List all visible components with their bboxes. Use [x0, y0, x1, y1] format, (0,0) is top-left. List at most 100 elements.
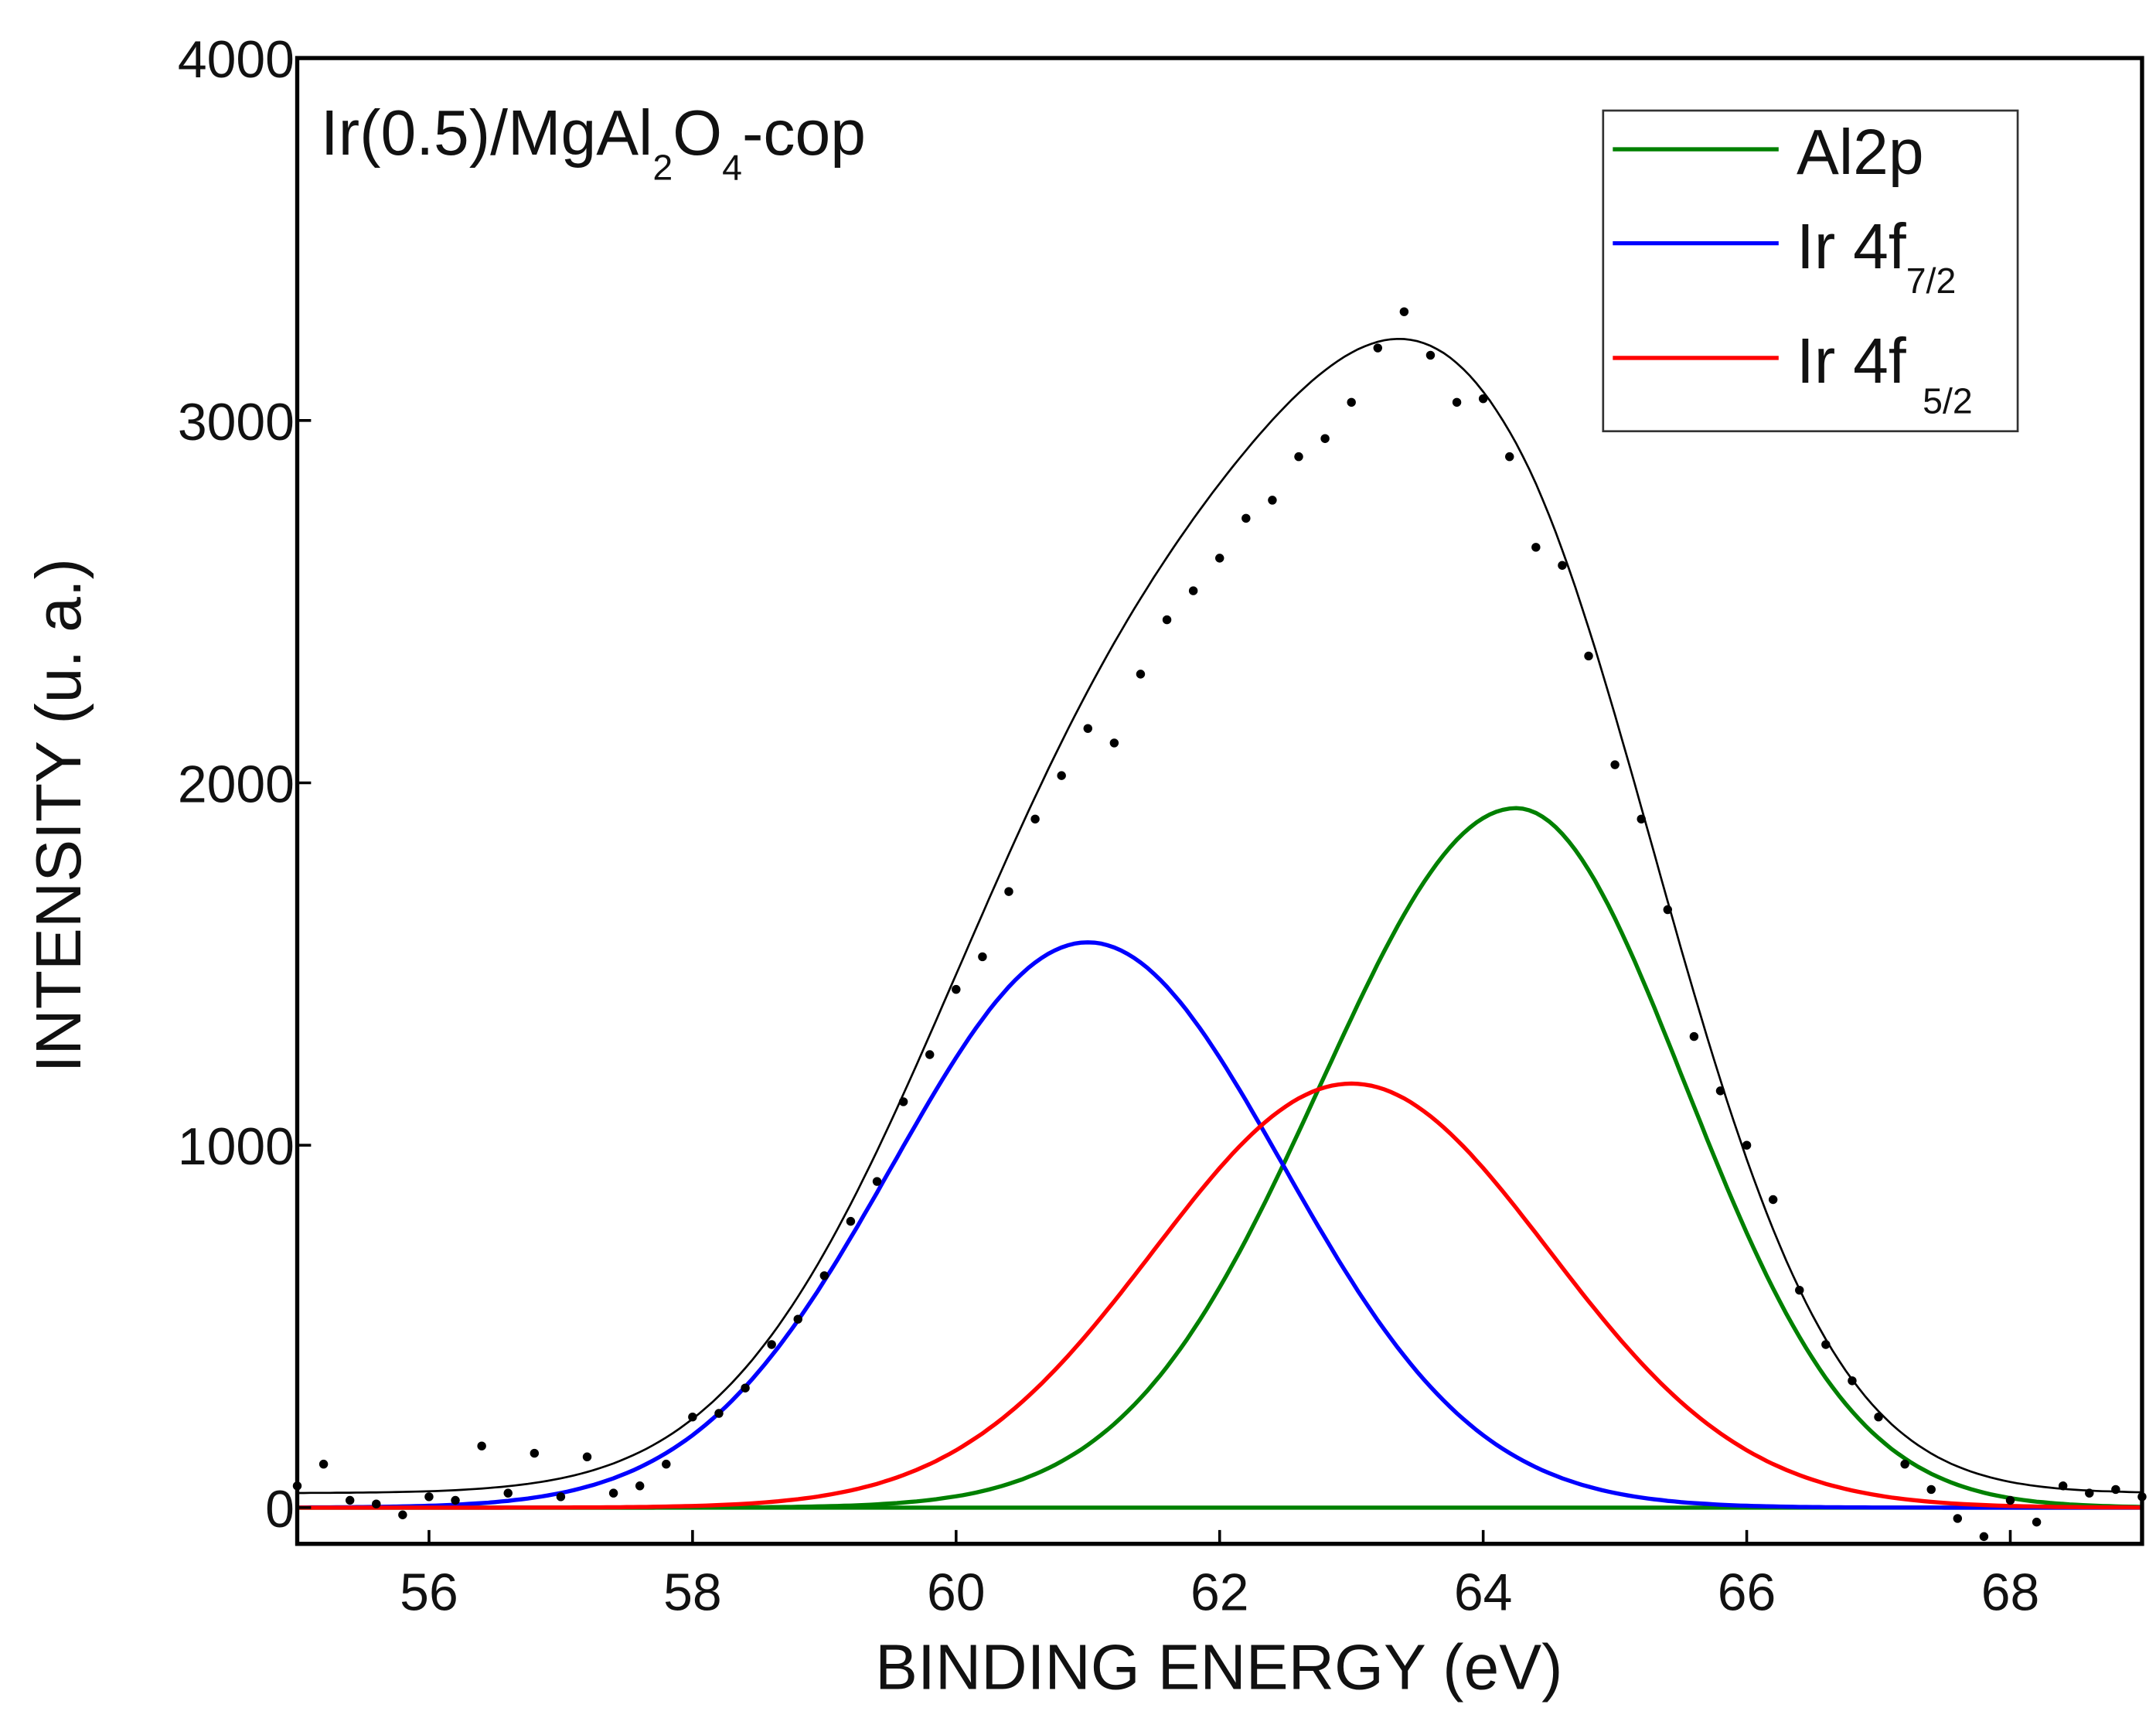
legend-label: Ir 4f7/2: [1797, 212, 1956, 301]
data-point: [424, 1492, 434, 1502]
series-line-ir-4f5-2: [297, 1081, 2142, 1510]
y-tick-label: 3000: [178, 394, 295, 452]
data-point: [1083, 724, 1092, 733]
x-tick-label: 58: [663, 1564, 722, 1622]
x-axis-label: BINDING ENERGY (eV): [875, 1632, 1562, 1703]
data-point: [741, 1383, 750, 1392]
legend-entry-al2p: Al2p: [1613, 118, 1924, 188]
data-point: [2032, 1517, 2042, 1527]
data-point: [1663, 905, 1673, 915]
data-point: [1821, 1340, 1831, 1349]
data-point: [1241, 513, 1251, 523]
data-point: [952, 984, 961, 994]
data-point: [1188, 586, 1198, 595]
data-point: [1900, 1459, 1909, 1469]
x-tick-label: 60: [927, 1564, 986, 1622]
x-tick-label: 56: [400, 1564, 458, 1622]
envelope-line: [297, 337, 2142, 1495]
x-tick-label: 62: [1190, 1564, 1249, 1622]
data-point: [1742, 1140, 1752, 1150]
legend: Al2p Ir 4f7/2 Ir 4f5/2: [1602, 109, 2019, 433]
data-point: [1478, 394, 1488, 404]
legend-label: Al2p: [1797, 118, 1924, 188]
data-point: [898, 1097, 908, 1106]
data-point: [1874, 1412, 1883, 1422]
data-point: [318, 1459, 329, 1469]
series-line-ir-4f7-2: [297, 940, 2142, 1510]
legend-box: [1602, 109, 2019, 433]
data-point: [714, 1409, 724, 1418]
data-point: [1795, 1285, 1804, 1295]
data-point: [1347, 397, 1356, 407]
data-point: [372, 1499, 381, 1508]
data-point: [1452, 397, 1462, 407]
data-point: [2085, 1488, 2094, 1498]
data-point: [1558, 561, 1567, 570]
x-tick-label: 66: [1718, 1564, 1776, 1622]
data-point: [1715, 1086, 1725, 1096]
data-point: [1399, 307, 1409, 316]
data-point: [1926, 1485, 1936, 1495]
data-point: [1848, 1376, 1857, 1386]
data-point: [1979, 1532, 1989, 1542]
data-point: [1320, 434, 1330, 443]
data-point: [1057, 771, 1066, 780]
x-tick-label: 64: [1454, 1564, 1513, 1622]
data-point: [1162, 615, 1172, 625]
legend-label: Ir 4f5/2: [1797, 326, 1973, 421]
data-point: [398, 1510, 407, 1519]
data-point: [662, 1459, 671, 1469]
data-point: [1953, 1514, 1963, 1523]
data-point: [1584, 651, 1593, 661]
data-point: [608, 1488, 618, 1498]
data-point: [1215, 554, 1224, 563]
data-point: [2111, 1485, 2120, 1495]
data-point: [556, 1492, 566, 1502]
data-point: [345, 1495, 355, 1505]
data-point: [767, 1340, 776, 1349]
data-point: [503, 1488, 513, 1498]
x-axis: 56 58 60 62 64 66 68: [400, 1529, 2040, 1622]
data-point: [451, 1495, 460, 1505]
data-point: [793, 1314, 802, 1324]
data-point: [1505, 452, 1514, 462]
data-point: [2005, 1495, 2015, 1505]
y-tick-label: 1000: [178, 1118, 295, 1176]
chart-marks: [292, 307, 2147, 1542]
data-point: [925, 1050, 935, 1059]
y-tick-label: 4000: [178, 31, 295, 89]
sample-annotation: Ir(0.5)/MgAl2O4-cop: [321, 98, 866, 187]
data-point: [1109, 738, 1119, 748]
data-point: [846, 1216, 856, 1226]
data-point: [1030, 814, 1040, 824]
data-point: [582, 1452, 592, 1461]
series-line-al2p: [297, 806, 2143, 1510]
data-point: [688, 1412, 697, 1422]
data-point: [635, 1481, 645, 1491]
x-tick-label: 68: [1981, 1564, 2040, 1622]
data-point: [1136, 670, 1146, 679]
data-point: [1294, 452, 1303, 462]
legend-entry-ir4f52: Ir 4f5/2: [1613, 326, 1973, 421]
data-point: [1637, 814, 1646, 824]
data-point: [477, 1441, 486, 1450]
data-point: [978, 952, 987, 962]
data-point: [1689, 1031, 1699, 1041]
data-point: [2058, 1481, 2068, 1491]
data-point: [1268, 496, 1277, 505]
data-point: [1531, 543, 1541, 552]
y-axis: 0 1000 2000 3000 4000: [178, 31, 312, 1539]
data-point: [1004, 887, 1013, 896]
data-point: [1768, 1195, 1778, 1205]
y-tick-label: 0: [265, 1481, 295, 1539]
data-point: [1425, 350, 1436, 360]
y-axis-label: INTENSITY (u. a.): [24, 558, 94, 1073]
data-point: [872, 1177, 882, 1186]
legend-entry-ir4f72: Ir 4f7/2: [1613, 212, 1956, 301]
data-point: [1610, 760, 1620, 769]
data-point: [819, 1271, 829, 1280]
y-tick-label: 2000: [178, 756, 295, 814]
data-point: [1373, 343, 1383, 353]
data-point: [530, 1448, 540, 1458]
